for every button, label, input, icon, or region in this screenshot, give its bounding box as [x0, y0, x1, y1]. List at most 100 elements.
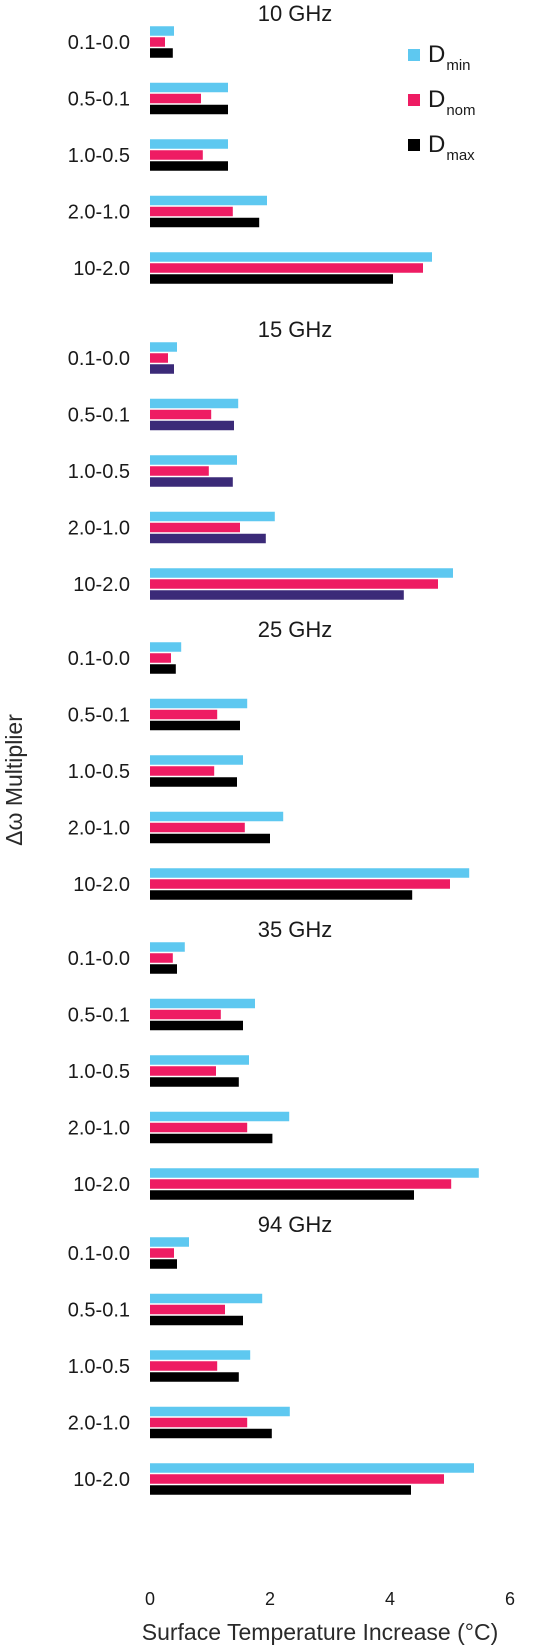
bar-dmax-2.0-1.0: [150, 533, 266, 544]
category-label: 2.0-1.0: [68, 202, 130, 224]
bar-dmin-10-2.0: [150, 1463, 474, 1473]
bar-dmin-10-2.0: [150, 252, 432, 262]
legend-swatch: [408, 94, 420, 106]
category-label: 1.0-0.5: [68, 145, 130, 167]
bar-dmin-10-2.0: [150, 1168, 479, 1178]
bar-dnom-0.1-0.0: [150, 1248, 174, 1258]
bar-dmin-0.5-0.1: [150, 82, 228, 93]
x-axis: 0 2 4 6: [145, 1589, 515, 1609]
bar-dmin-0.5-0.1: [150, 1293, 263, 1304]
bar-dnom-0.5-0.1: [150, 709, 218, 720]
legend-label: Dmin: [428, 41, 471, 74]
bar-dmin-2.0-1.0: [150, 195, 267, 206]
bar-dnom-2.0-1.0: [150, 1417, 248, 1428]
bar-dnom-2.0-1.0: [150, 206, 233, 217]
category-label: 10-2.0: [73, 1174, 130, 1196]
category-label: 0.5-0.1: [68, 405, 130, 427]
bar-dmax-1.0-0.5: [150, 1372, 239, 1382]
bar-dmax-0.1-0.0: [150, 664, 176, 674]
bar-dnom-1.0-0.5: [150, 766, 215, 776]
bar-dmax-1.0-0.5: [150, 1077, 239, 1087]
x-tick-label: 2: [265, 1589, 275, 1609]
bar-dnom-2.0-1.0: [150, 1122, 248, 1133]
bar-dnom-0.5-0.1: [150, 1304, 225, 1315]
bar-dmin-2.0-1.0: [150, 1406, 290, 1417]
bar-dnom-2.0-1.0: [150, 522, 240, 533]
bar-dmax-0.5-0.1: [150, 720, 240, 731]
bar-dmax-2.0-1.0: [150, 1133, 273, 1144]
bar-dmin-0.5-0.1: [150, 698, 248, 709]
x-axis-label: Surface Temperature Increase (°C): [142, 1619, 498, 1645]
bar-dnom-0.5-0.1: [150, 93, 201, 104]
bar-dnom-10-2.0: [150, 879, 450, 889]
bar-dnom-0.5-0.1: [150, 409, 212, 420]
bar-dmin-0.1-0.0: [150, 1237, 189, 1247]
bar-dmin-0.5-0.1: [150, 398, 239, 409]
bar-dmin-1.0-0.5: [150, 1055, 249, 1065]
panel-10-ghz: 10 GHz 0.1-0.0 0.5-0.1 1.0-0.5 2.0-1.0 10-2.0: [68, 1, 432, 284]
bar-dnom-10-2.0: [150, 579, 438, 589]
category-label: 1.0-0.5: [68, 761, 130, 783]
bar-dmin-10-2.0: [150, 868, 470, 878]
panel-title: 15 GHz: [258, 317, 333, 342]
legend-label: Dmax: [428, 131, 475, 164]
panel-15-ghz: 15 GHz 0.1-0.0 0.5-0.1 1.0-0.5 2.0-1.0 10-2.0: [68, 317, 453, 600]
bar-dmax-0.1-0.0: [150, 964, 177, 974]
bar-dnom-0.5-0.1: [150, 1009, 221, 1020]
bar-dnom-0.1-0.0: [150, 353, 168, 363]
category-label: 10-2.0: [73, 574, 130, 596]
bar-dmax-2.0-1.0: [150, 217, 260, 228]
legend-swatch: [408, 49, 420, 61]
panel-title: 35 GHz: [258, 917, 333, 942]
category-label: 10-2.0: [73, 1469, 130, 1491]
bar-dmax-1.0-0.5: [150, 161, 228, 171]
bar-dmax-0.1-0.0: [150, 1259, 177, 1269]
x-tick-label: 4: [385, 1589, 395, 1609]
bar-dmin-1.0-0.5: [150, 1350, 251, 1360]
bar-dnom-10-2.0: [150, 1474, 444, 1484]
bar-dmax-1.0-0.5: [150, 777, 237, 787]
bar-dmax-0.5-0.1: [150, 1020, 243, 1031]
panel-title: 94 GHz: [258, 1212, 333, 1237]
category-label: 10-2.0: [73, 258, 130, 280]
panel-title: 10 GHz: [258, 1, 333, 26]
category-label: 0.1-0.0: [68, 348, 130, 370]
category-label: 2.0-1.0: [68, 1118, 130, 1140]
category-label: 2.0-1.0: [68, 1413, 130, 1435]
panel-title: 25 GHz: [258, 617, 333, 642]
bar-dmax-10-2.0: [150, 590, 404, 600]
bar-dmin-0.1-0.0: [150, 26, 174, 36]
bar-dmax-0.1-0.0: [150, 364, 174, 374]
bar-dnom-0.1-0.0: [150, 653, 171, 663]
category-label: 2.0-1.0: [68, 518, 130, 540]
bar-dmin-0.5-0.1: [150, 998, 255, 1009]
bar-dmax-10-2.0: [150, 890, 413, 900]
legend: Dmin Dnom Dmax: [408, 41, 476, 164]
category-label: 0.5-0.1: [68, 705, 130, 727]
bar-dmax-10-2.0: [150, 1190, 414, 1200]
category-label: 0.1-0.0: [68, 648, 130, 670]
panel-25-ghz: 25 GHz 0.1-0.0 0.5-0.1 1.0-0.5 2.0-1.0 10-2.0: [68, 617, 470, 900]
bar-dmin-0.1-0.0: [150, 942, 185, 952]
bar-dmax-0.5-0.1: [150, 420, 234, 431]
bar-dnom-10-2.0: [150, 263, 423, 273]
bar-dnom-2.0-1.0: [150, 822, 245, 833]
bar-dmin-2.0-1.0: [150, 1111, 290, 1122]
category-label: 1.0-0.5: [68, 1061, 130, 1083]
category-label: 0.5-0.1: [68, 1300, 130, 1322]
bar-dnom-0.1-0.0: [150, 953, 173, 963]
legend-label: Dnom: [428, 86, 476, 119]
bar-dmin-1.0-0.5: [150, 755, 243, 765]
legend-swatch: [408, 139, 420, 151]
bar-dmax-2.0-1.0: [150, 833, 270, 844]
category-label: 0.1-0.0: [68, 948, 130, 970]
category-label: 2.0-1.0: [68, 818, 130, 840]
bar-dmin-2.0-1.0: [150, 811, 284, 822]
y-axis-label: Δω Multiplier: [1, 714, 27, 846]
bar-dmin-2.0-1.0: [150, 511, 275, 522]
bar-dmax-1.0-0.5: [150, 477, 233, 487]
bar-dmax-0.5-0.1: [150, 1315, 243, 1326]
bar-dmax-0.5-0.1: [150, 104, 228, 115]
bar-dmin-1.0-0.5: [150, 139, 228, 149]
x-tick-label: 0: [145, 1589, 155, 1609]
